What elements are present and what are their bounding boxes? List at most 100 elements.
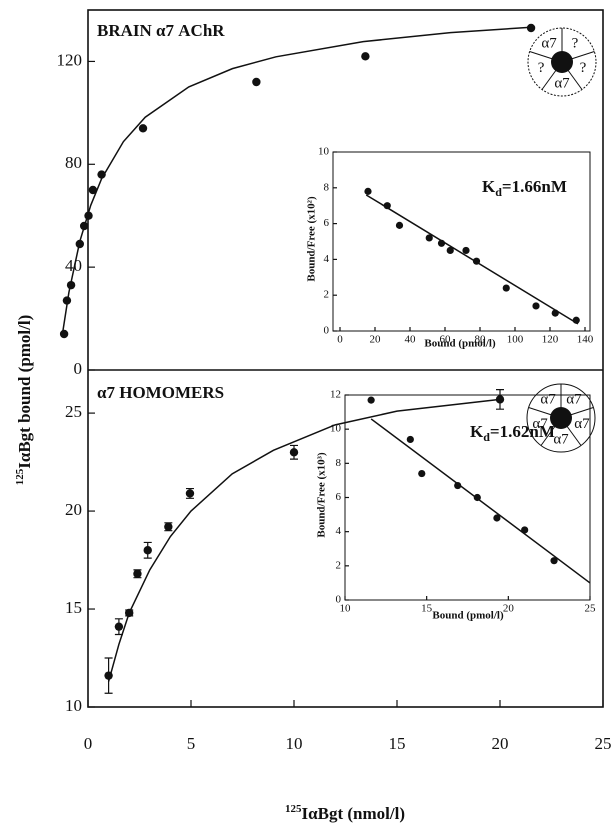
data-point	[462, 246, 470, 255]
y-tick-label: 0	[336, 594, 342, 606]
data-point	[383, 202, 391, 210]
fit-curve	[107, 398, 501, 682]
data-point	[437, 239, 446, 247]
x-tick-label: 0	[84, 734, 93, 753]
data-point	[495, 395, 505, 404]
subunit-ring	[527, 27, 597, 97]
data-point	[104, 671, 113, 680]
kd-part: d	[495, 185, 502, 199]
x-tick-label: 0	[337, 334, 343, 346]
data-point	[97, 170, 106, 179]
x-tick-label: 20	[492, 734, 509, 753]
y-tick-label: 6	[336, 491, 342, 503]
fit-curve	[370, 418, 591, 584]
data-point	[125, 608, 134, 618]
y-tick-label: 40	[65, 256, 82, 275]
data-point	[361, 52, 370, 61]
y-tick-label: 2	[336, 559, 342, 571]
data-point	[79, 221, 89, 231]
y-tick-label: 80	[65, 153, 82, 172]
y-tick-label: 120	[57, 50, 83, 69]
subunit-label: α7	[574, 416, 590, 432]
y-tick-label: 4	[336, 525, 342, 537]
subunit-label: α7	[541, 36, 557, 52]
panel-title: BRAIN α7 AChR	[97, 21, 225, 40]
fit-curve	[61, 26, 532, 335]
x-label-sup: 125	[285, 803, 302, 815]
y-label-sup: 125	[14, 468, 26, 485]
y-tick-label: 10	[330, 423, 342, 435]
subunit-label: α7	[554, 75, 570, 91]
y-tick-label: 6	[324, 217, 330, 229]
kd-part: d	[483, 430, 490, 444]
inset-x-label: Bound (pmol/l)	[424, 338, 496, 350]
x-tick-label: 60	[440, 334, 452, 346]
y-tick-label: 20	[65, 500, 82, 519]
subunit-label: ?	[580, 60, 587, 76]
y-tick-label: 0	[74, 359, 83, 378]
x-tick-label: 15	[389, 734, 406, 753]
data-point	[473, 493, 481, 502]
x-tick-label: 120	[542, 334, 559, 346]
data-point	[395, 221, 404, 229]
inset-y-label: Bound/Free (x10²)	[306, 196, 318, 282]
x-tick-label: 20	[503, 603, 515, 615]
x-tick-label: 100	[507, 334, 524, 346]
subunit-label: α7	[553, 431, 569, 447]
y-label-text: IαBgt bound (pmol/l)	[15, 315, 34, 469]
inset-frame	[332, 151, 591, 332]
kd-part: =1.66nM	[502, 177, 567, 196]
data-point	[526, 23, 536, 33]
y-tick-label: 12	[330, 389, 341, 401]
x-tick-label: 25	[595, 734, 612, 753]
data-point	[289, 448, 299, 457]
y-tick-label: 8	[324, 181, 330, 193]
x-label-text: IαBgt (nmol/l)	[302, 804, 405, 823]
data-point	[532, 302, 540, 310]
kd-part: K	[482, 177, 496, 196]
kd-annotation: Kd=1.66nM	[482, 177, 567, 199]
x-tick-label: 25	[585, 603, 597, 615]
channel-pore	[551, 51, 573, 73]
plot-frame	[87, 9, 604, 708]
data-point	[88, 185, 98, 195]
subunit-label: α7	[540, 392, 556, 408]
data-point	[185, 489, 195, 498]
data-point	[454, 481, 462, 490]
x-tick-label: 15	[421, 603, 433, 615]
y-tick-label: 25	[65, 402, 82, 421]
data-point	[572, 316, 580, 324]
data-point	[62, 296, 72, 305]
data-point	[75, 239, 85, 249]
data-point	[84, 211, 93, 220]
x-tick-label: 10	[340, 603, 352, 615]
x-tick-label: 20	[370, 334, 382, 346]
kd-part: K	[470, 422, 484, 441]
y-tick-label: 0	[324, 325, 330, 337]
data-point	[367, 396, 375, 404]
data-point	[406, 435, 414, 444]
y-tick-label: 10	[65, 696, 82, 715]
data-point	[59, 329, 69, 339]
kd-annotation: Kd=1.62nM	[470, 422, 555, 444]
inset-x-label: Bound (pmol/l)	[432, 610, 504, 622]
x-tick-label: 10	[286, 734, 303, 753]
data-point	[66, 280, 76, 290]
x-tick-label: 40	[405, 334, 417, 346]
kd-part: =1.62nM	[490, 422, 555, 441]
panel-title: α7 HOMOMERS	[97, 383, 224, 402]
data-point	[418, 469, 426, 478]
data-point	[133, 569, 142, 578]
x-tick-label: 140	[577, 334, 594, 346]
data-point	[493, 514, 501, 522]
y-tick-label: 2	[324, 289, 330, 301]
data-point	[425, 234, 433, 242]
data-point	[138, 124, 148, 133]
data-point	[143, 546, 152, 555]
data-point	[550, 557, 558, 565]
data-point	[446, 246, 454, 255]
y-tick-label: 4	[324, 253, 330, 265]
y-tick-label: 8	[336, 457, 342, 469]
subunit-label: α7	[566, 392, 582, 408]
